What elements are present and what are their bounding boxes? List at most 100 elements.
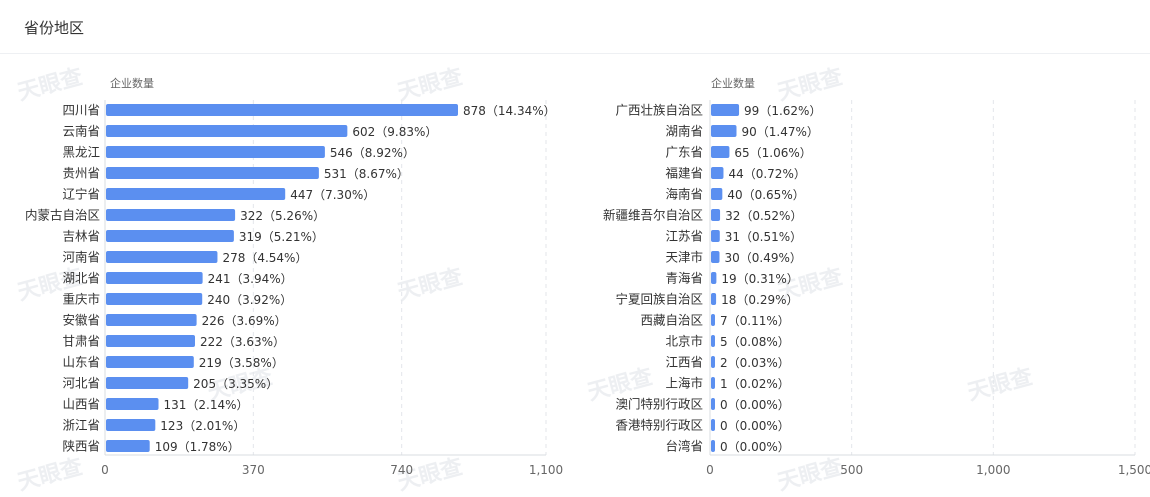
watermark-text: 天眼查 [775,65,845,106]
bar [711,188,723,200]
x-tick-label: 1,000 [976,463,1010,477]
category-label: 江西省 [665,355,703,370]
category-label: 澳门特别行政区 [615,397,703,412]
bar [106,146,325,158]
category-label: 安徽省 [62,313,100,328]
data-label: 65（1.06%） [734,146,811,160]
chart-1: 企业数量 0 370 740 1,100 四川省 878（14.34%） 云南省 602（9.8… [25,76,563,477]
bar [106,356,194,368]
category-label: 吉林省 [62,229,100,244]
watermark-text: 天眼查 [15,455,85,496]
data-label: 0（0.00%） [720,440,790,454]
data-label: 205（3.35%） [193,377,278,391]
data-label: 40（0.65%） [727,188,804,202]
bar [106,377,189,389]
x-tick-label: 1,100 [529,463,563,477]
category-label: 台湾省 [665,439,703,454]
data-label: 322（5.26%） [240,209,325,223]
category-label: 甘肃省 [62,334,100,349]
category-label: 湖北省 [62,271,100,286]
data-label: 123（2.01%） [160,419,245,433]
category-label: 山东省 [62,355,100,370]
bar [106,209,236,221]
category-label: 辽宁省 [62,187,100,202]
category-label: 黑龙江 [62,145,100,160]
data-label: 109（1.78%） [155,440,240,454]
category-label: 贵州省 [62,166,100,181]
bar [711,104,740,116]
category-label: 浙江省 [62,418,100,433]
x-tick-label: 0 [101,463,109,477]
category-label: 海南省 [665,187,703,202]
bar [711,167,724,179]
bar [106,440,150,452]
data-label: 7（0.11%） [720,314,790,328]
category-label: 宁夏回族自治区 [615,292,703,307]
bar [106,314,197,326]
data-label: 226（3.69%） [202,314,287,328]
bar [106,419,156,431]
data-label: 131（2.14%） [164,398,249,412]
category-label: 山西省 [62,397,100,412]
data-label: 878（14.34%） [463,104,556,118]
bar [711,440,715,452]
x-tick-label: 740 [390,463,413,477]
category-label: 四川省 [62,103,100,118]
category-label: 新疆维吾尔自治区 [603,208,703,223]
bar [711,146,730,158]
bar [106,125,348,137]
bar [711,230,720,242]
data-label: 0（0.00%） [720,419,790,433]
bar [711,125,737,137]
watermark-text: 天眼查 [775,455,845,496]
category-label: 天津市 [665,250,703,265]
category-label: 广东省 [665,145,703,160]
bar [106,167,319,179]
bar [106,251,218,263]
section-header: 省份地区 [0,0,1150,54]
data-label: 219（3.58%） [199,356,284,370]
y-axis-title: 企业数量 [711,76,755,90]
category-label: 上海市 [665,376,703,391]
data-label: 90（1.47%） [742,125,819,139]
category-label: 内蒙古自治区 [25,208,100,223]
category-label: 云南省 [62,124,100,139]
bar [711,251,720,263]
data-label: 30（0.49%） [725,251,802,265]
category-label: 重庆市 [62,292,100,307]
category-label: 青海省 [665,271,703,286]
bar [106,293,203,305]
data-label: 319（5.21%） [239,230,324,244]
chart-2: 企业数量 0 500 1,000 1,500 广西壮族自治区 99（1.62%） 湖南省 90（… [603,76,1150,477]
category-label: 陕西省 [62,439,100,454]
category-label: 湖南省 [665,124,703,139]
bar [106,398,159,410]
category-label: 广西壮族自治区 [615,103,703,118]
bar [711,209,721,221]
data-label: 31（0.51%） [725,230,802,244]
y-axis-title: 企业数量 [110,76,154,90]
bar [711,398,715,410]
data-label: 18（0.29%） [721,293,798,307]
data-label: 222（3.63%） [200,335,285,349]
bar [711,314,715,326]
x-tick-label: 500 [840,463,863,477]
data-label: 1（0.02%） [720,377,790,391]
data-label: 602（9.83%） [352,125,437,139]
category-label: 江苏省 [665,229,703,244]
x-tick-label: 0 [706,463,714,477]
watermark-text: 天眼查 [395,65,465,106]
watermark-text: 天眼查 [15,65,85,106]
data-label: 0（0.00%） [720,398,790,412]
bar [711,335,715,347]
category-label: 河北省 [62,376,100,391]
data-label: 44（0.72%） [728,167,805,181]
bar [106,335,196,347]
data-label: 5（0.08%） [720,335,790,349]
watermark-text: 天眼查 [395,265,465,306]
bar [106,272,203,284]
bar [106,188,286,200]
category-label: 西藏自治区 [640,313,703,328]
data-label: 546（8.92%） [330,146,415,160]
